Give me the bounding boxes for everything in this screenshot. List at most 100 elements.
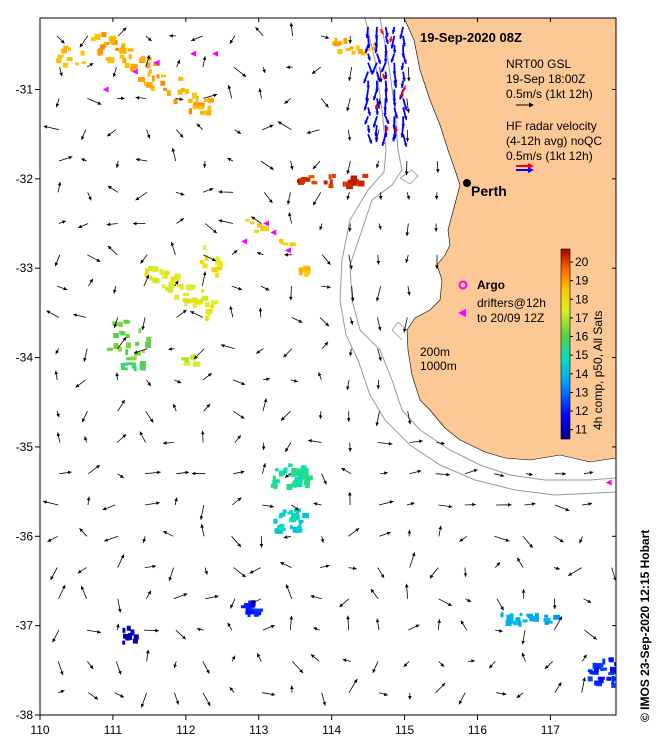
- sst-pixel: [130, 629, 135, 636]
- current-vector: [320, 35, 330, 39]
- radar-vector: [392, 134, 396, 142]
- current-vector: [201, 271, 207, 287]
- sst-pixel: [58, 56, 62, 61]
- sst-pixel: [98, 48, 103, 55]
- current-vector: [84, 436, 88, 443]
- colorbar-tick-label: 12: [575, 404, 589, 418]
- current-vector: [234, 435, 242, 443]
- current-vector: [460, 620, 468, 631]
- colorbar-ticks: 11 12 13 14 15 16 17 18 19 20: [570, 255, 589, 437]
- current-vector: [405, 223, 410, 237]
- current-vector: [140, 254, 148, 264]
- sst-pixel: [598, 679, 604, 684]
- current-vector: [202, 188, 214, 193]
- radar-vector: [383, 107, 387, 117]
- sst-pixel: [297, 525, 302, 531]
- current-vector: [173, 593, 188, 600]
- current-vector: [227, 85, 233, 99]
- sst-pixel: [185, 89, 189, 95]
- current-vector: [376, 379, 381, 390]
- current-vector: [372, 661, 379, 674]
- current-vector: [438, 525, 442, 537]
- sst-pixel: [207, 105, 212, 111]
- current-vector: [117, 336, 127, 349]
- current-vector: [409, 552, 416, 568]
- sst-pixel: [514, 620, 518, 626]
- sst-pixel: [302, 513, 310, 519]
- current-vector: [190, 310, 204, 318]
- sst-pixel: [111, 40, 118, 46]
- sst-pixel: [299, 468, 307, 475]
- current-vector: [169, 34, 177, 38]
- sst-pixel: [593, 666, 599, 673]
- current-vector: [232, 379, 246, 385]
- sst-pixel: [191, 297, 198, 303]
- current-vector: [521, 630, 526, 645]
- current-vector: [494, 562, 501, 568]
- drifter-mark: [605, 479, 612, 486]
- current-vector: [522, 536, 534, 549]
- hf-radar-vectors: [363, 26, 408, 147]
- current-vector: [233, 567, 246, 578]
- current-vector: [201, 430, 205, 443]
- current-vector: [142, 536, 147, 543]
- sst-pixel: [192, 302, 197, 308]
- current-vector: [320, 536, 325, 543]
- current-vector: [516, 557, 524, 568]
- current-vector: [231, 655, 236, 662]
- current-vector: [581, 677, 586, 693]
- sst-pixel: [291, 468, 298, 473]
- current-vector: [173, 661, 177, 669]
- current-vector: [47, 535, 58, 542]
- drifter-mark: [263, 220, 270, 227]
- current-vector: [435, 254, 439, 269]
- sst-pixel: [343, 181, 348, 187]
- colorbar-tick-label: 14: [575, 367, 589, 381]
- current-vector: [283, 535, 291, 539]
- current-vector: [256, 653, 262, 662]
- current-vector: [348, 491, 352, 506]
- current-vector: [525, 472, 533, 476]
- current-vector: [521, 652, 526, 662]
- radar-vector: [379, 28, 385, 35]
- current-vector: [174, 497, 178, 506]
- sst-pixel: [373, 43, 376, 46]
- current-vector: [339, 598, 350, 608]
- sst-pixel: [68, 47, 71, 52]
- sst-pixel: [207, 311, 211, 317]
- current-vector: [86, 629, 101, 634]
- sst-pixel: [63, 45, 69, 49]
- drifter-mark: [190, 50, 197, 57]
- current-vector: [220, 344, 235, 349]
- sst-pixel: [608, 657, 614, 663]
- sst-pixel: [343, 37, 348, 44]
- sst-pixel: [278, 525, 283, 531]
- current-vector: [141, 317, 146, 331]
- radar-vector: [363, 71, 369, 84]
- drifter-legend-symbol: [458, 309, 466, 317]
- current-vector: [496, 598, 504, 611]
- current-vector: [168, 567, 174, 582]
- current-vector: [284, 473, 291, 479]
- sst-pixel: [126, 357, 132, 361]
- sst-pixel: [183, 361, 191, 366]
- current-vector: [494, 535, 510, 542]
- hf-legend-arrows: [516, 163, 534, 173]
- current-vector: [378, 500, 394, 506]
- radar-vector: [372, 116, 378, 128]
- current-vector: [87, 254, 101, 263]
- drifter-mark: [270, 229, 277, 236]
- colorbar: [560, 248, 571, 440]
- current-vector: [348, 223, 352, 232]
- current-vector: [312, 192, 322, 206]
- sst-pixel: [121, 365, 125, 370]
- current-vector: [348, 566, 357, 570]
- current-vector: [204, 567, 208, 575]
- current-vector: [251, 216, 262, 224]
- current-vector: [581, 502, 592, 506]
- current-vector: [176, 129, 184, 138]
- drifter-mark: [131, 68, 138, 75]
- current-vector: [59, 470, 72, 475]
- current-vector: [277, 121, 292, 131]
- current-vector: [280, 410, 291, 421]
